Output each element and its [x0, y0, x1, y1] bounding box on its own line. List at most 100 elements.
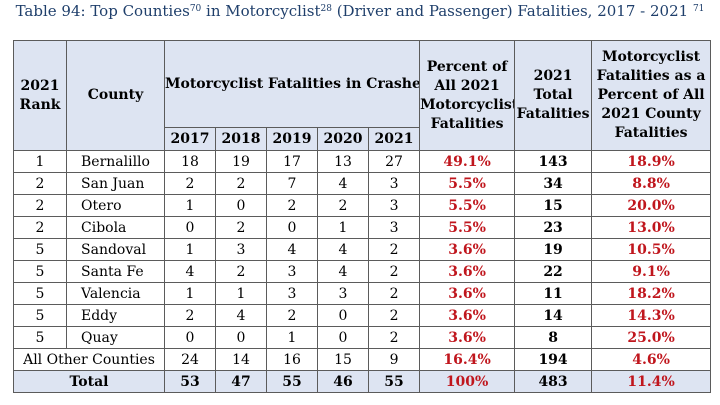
cell-2019: 0	[266, 216, 318, 239]
cell-2018: 14	[215, 348, 267, 371]
cell-2019: 4	[266, 238, 318, 261]
table-row: 5 Quay 0 0 1 0 2 3.6% 8 25.0%	[13, 326, 712, 349]
header-year: 2018	[215, 127, 267, 151]
table-row: 5 Sandoval 1 3 4 4 2 3.6% 19 10.5%	[13, 238, 712, 261]
cell-percent-county: 10.5%	[591, 238, 712, 261]
cell-percent-county: 9.1%	[591, 260, 712, 283]
table-row: 2 Otero 1 0 2 2 3 5.5% 15 20.0%	[13, 194, 712, 217]
cell-2018: 2	[215, 260, 267, 283]
cell-percent-county: 11.4%	[591, 370, 712, 393]
cell-percent-county: 20.0%	[591, 194, 712, 217]
cell-county: Quay	[66, 326, 165, 349]
cell-2018: 0	[215, 326, 267, 349]
cell-2018: 3	[215, 238, 267, 261]
cell-percent: 16.4%	[419, 348, 516, 371]
cell-2017: 1	[164, 194, 216, 217]
cell-2020: 13	[317, 150, 369, 173]
header-year: 2021	[367, 127, 421, 151]
cell-2017: 53	[164, 370, 216, 393]
table-row: 5 Santa Fe 4 2 3 4 2 3.6% 22 9.1%	[13, 260, 712, 283]
cell-percent: 3.6%	[419, 260, 516, 283]
cell-2021: 3	[367, 172, 421, 195]
cell-2021: 3	[367, 216, 421, 239]
cell-percent: 3.6%	[419, 282, 516, 305]
cell-rank: 2	[13, 194, 67, 217]
cell-2017: 18	[164, 150, 216, 173]
cell-percent-county: 13.0%	[591, 216, 712, 239]
table-row: 5 Valencia 1 1 3 3 2 3.6% 11 18.2%	[13, 282, 712, 305]
cell-2018: 4	[215, 304, 267, 327]
cell-2017: 2	[164, 172, 216, 195]
cell-2021: 2	[367, 326, 421, 349]
cell-percent: 5.5%	[419, 216, 516, 239]
table-row: 2 San Juan 2 2 7 4 3 5.5% 34 8.8%	[13, 172, 712, 195]
cell-percent-county: 18.2%	[591, 282, 712, 305]
header-year: 2017	[164, 127, 216, 151]
cell-rank: 5	[13, 238, 67, 261]
cell-2021: 3	[367, 194, 421, 217]
header-percent-county: Motorcyclist Fatalities as a Percent of …	[591, 40, 712, 151]
cell-percent: 5.5%	[419, 172, 516, 195]
cell-total-label: Total	[13, 370, 165, 393]
header-fatalities-group: Motorcyclist Fatalities in Crashes	[163, 40, 421, 128]
cell-total: 8	[514, 326, 593, 349]
cell-2019: 2	[266, 304, 318, 327]
cell-2021: 9	[367, 348, 421, 371]
cell-2018: 1	[215, 282, 267, 305]
cell-county: Otero	[66, 194, 165, 217]
cell-county: Valencia	[66, 282, 165, 305]
cell-rank: 2	[13, 172, 67, 195]
cell-rank: 5	[13, 282, 67, 305]
cell-2019: 1	[266, 326, 318, 349]
cell-percent: 3.6%	[419, 304, 516, 327]
cell-2020: 4	[317, 238, 369, 261]
cell-percent: 49.1%	[419, 150, 516, 173]
cell-2020: 1	[317, 216, 369, 239]
cell-2020: 0	[317, 326, 369, 349]
cell-2020: 4	[317, 260, 369, 283]
table-caption: Table 94: Top Counties70 in Motorcyclist…	[15, 2, 705, 20]
cell-2020: 0	[317, 304, 369, 327]
cell-total: 194	[514, 348, 593, 371]
cell-county: Bernalillo	[66, 150, 165, 173]
cell-rank: 5	[13, 260, 67, 283]
cell-2018: 19	[215, 150, 267, 173]
cell-rank: 5	[13, 326, 67, 349]
cell-2019: 16	[266, 348, 318, 371]
cell-2019: 3	[266, 260, 318, 283]
cell-2019: 2	[266, 194, 318, 217]
cell-total: 23	[514, 216, 593, 239]
cell-2019: 17	[266, 150, 318, 173]
cell-2017: 1	[164, 238, 216, 261]
total-row: Total 53 47 55 46 55 100% 483 11.4%	[13, 370, 712, 393]
cell-2019: 7	[266, 172, 318, 195]
cell-2021: 2	[367, 282, 421, 305]
cell-percent-county: 25.0%	[591, 326, 712, 349]
cell-2018: 0	[215, 194, 267, 217]
header-year: 2020	[317, 127, 369, 151]
cell-2021: 27	[367, 150, 421, 173]
cell-total: 34	[514, 172, 593, 195]
cell-total: 11	[514, 282, 593, 305]
cell-total: 15	[514, 194, 593, 217]
cell-2020: 46	[317, 370, 369, 393]
cell-2021: 55	[367, 370, 421, 393]
cell-total: 22	[514, 260, 593, 283]
header-percent: Percent of All 2021 Motorcyclist Fatalit…	[419, 40, 516, 151]
cell-percent-county: 8.8%	[591, 172, 712, 195]
cell-total: 143	[514, 150, 593, 173]
cell-2018: 47	[215, 370, 267, 393]
cell-total: 19	[514, 238, 593, 261]
cell-county: San Juan	[66, 172, 165, 195]
table-row: 5 Eddy 2 4 2 0 2 3.6% 14 14.3%	[13, 304, 712, 327]
cell-percent-county: 18.9%	[591, 150, 712, 173]
cell-2017: 0	[164, 216, 216, 239]
cell-rank: 5	[13, 304, 67, 327]
cell-2020: 4	[317, 172, 369, 195]
cell-percent-county: 4.6%	[591, 348, 712, 371]
cell-2021: 2	[367, 260, 421, 283]
table-row: 2 Cibola 0 2 0 1 3 5.5% 23 13.0%	[13, 216, 712, 239]
cell-percent-county: 14.3%	[591, 304, 712, 327]
cell-2017: 1	[164, 282, 216, 305]
header-year: 2019	[266, 127, 318, 151]
